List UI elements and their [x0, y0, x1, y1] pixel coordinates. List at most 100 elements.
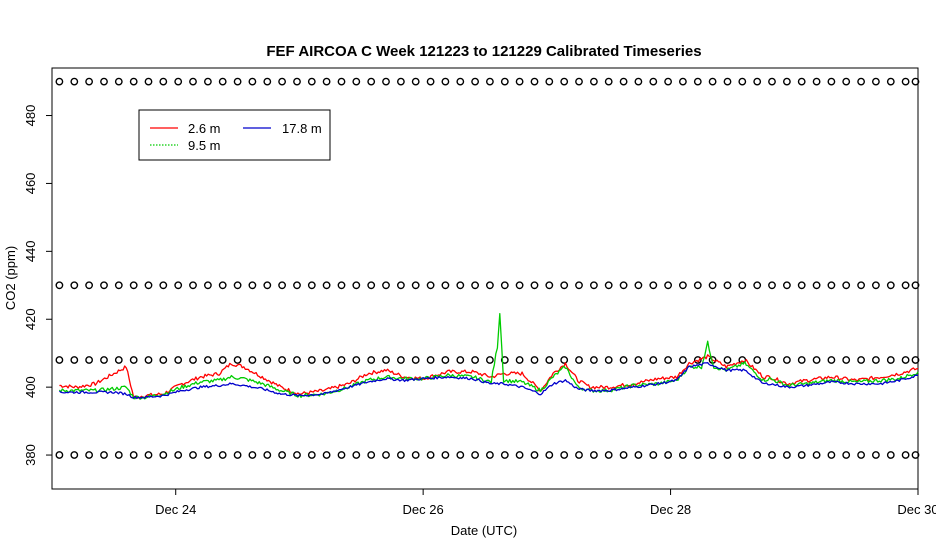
- series-line-17-8-m: [59, 362, 919, 400]
- flag-point: [812, 77, 821, 86]
- flag-point: [515, 77, 524, 86]
- flag-point: [263, 281, 272, 290]
- flag-point: [114, 77, 123, 86]
- flag-point: [144, 451, 153, 459]
- flag-point: [664, 281, 672, 290]
- flag-point: [322, 356, 331, 364]
- flag-point: [70, 281, 79, 290]
- flag-point: [322, 77, 331, 86]
- flag-point: [812, 356, 821, 364]
- flag-point: [278, 77, 286, 86]
- flag-point: [85, 356, 94, 364]
- flag-point: [382, 356, 390, 364]
- flag-point: [575, 281, 583, 290]
- flag-point: [307, 356, 316, 364]
- flag-point: [530, 451, 539, 459]
- flag-point: [471, 451, 479, 459]
- flag-point: [664, 77, 672, 86]
- flag-point: [144, 281, 153, 290]
- flag-point: [426, 281, 435, 290]
- flag-point: [471, 356, 479, 364]
- flag-point: [679, 451, 687, 459]
- flag-point: [411, 451, 420, 459]
- flag-point: [872, 281, 880, 290]
- flag-point: [872, 356, 880, 364]
- flag-point: [203, 356, 212, 364]
- flag-point: [85, 281, 94, 290]
- flag-point: [367, 77, 376, 86]
- series-line-9-5-m: [58, 313, 919, 400]
- flag-point: [485, 281, 494, 290]
- flag-point: [604, 77, 613, 86]
- flag-point: [218, 77, 227, 86]
- flag-point: [515, 356, 524, 364]
- flag-point: [560, 451, 569, 459]
- flag-point: [664, 356, 672, 364]
- flag-point: [189, 77, 197, 86]
- legend-label-17-8m: 17.8 m: [282, 121, 322, 136]
- flag-point: [901, 356, 910, 364]
- flag-point: [753, 451, 762, 459]
- flag-point: [367, 356, 376, 364]
- plot-frame: [51, 67, 919, 490]
- flag-point: [857, 281, 865, 290]
- flag-point: [307, 77, 316, 86]
- flag-point: [114, 356, 123, 364]
- flag-point: [619, 77, 628, 86]
- flag-point: [590, 356, 598, 364]
- flag-point: [886, 451, 895, 459]
- flag-point: [144, 356, 153, 364]
- flag-point: [278, 451, 286, 459]
- flag-point: [545, 356, 554, 364]
- legend-box: [138, 109, 331, 161]
- flag-point: [189, 451, 197, 459]
- flag-point: [129, 77, 138, 86]
- flag-point: [679, 77, 687, 86]
- flag-point: [619, 451, 628, 459]
- flag-point: [545, 281, 554, 290]
- flag-point: [783, 451, 791, 459]
- flag-point: [753, 356, 762, 364]
- flag-point: [367, 281, 376, 290]
- flag-point: [693, 77, 702, 86]
- flag-point: [500, 451, 509, 459]
- flag-point: [857, 451, 865, 459]
- flag-point: [768, 281, 776, 290]
- flag-point: [886, 281, 895, 290]
- flag-point: [827, 356, 836, 364]
- flag-point: [590, 451, 598, 459]
- flag-point: [70, 77, 79, 86]
- flag-point: [189, 356, 197, 364]
- flag-point: [560, 281, 569, 290]
- flag-point: [396, 281, 405, 290]
- legend: 2.6 m 9.5 m 17.8 m: [138, 109, 331, 161]
- flag-point: [233, 281, 242, 290]
- flag-point: [649, 281, 658, 290]
- flag-point: [604, 281, 613, 290]
- flag-point: [263, 356, 272, 364]
- flag-point: [842, 451, 851, 459]
- flag-point: [872, 451, 880, 459]
- y-tick-label: 400: [23, 376, 38, 398]
- flag-point: [575, 77, 583, 86]
- flag-point: [797, 356, 806, 364]
- x-tick-label: Dec 26: [403, 502, 444, 517]
- flag-point: [114, 451, 123, 459]
- flag-point: [263, 451, 272, 459]
- x-tick-label: Dec 24: [155, 502, 196, 517]
- flag-point: [530, 356, 539, 364]
- flag-point: [337, 281, 346, 290]
- flag-point: [575, 356, 583, 364]
- flag-point: [738, 281, 747, 290]
- flag-point: [174, 451, 183, 459]
- flag-point: [352, 77, 361, 86]
- flag-point: [500, 77, 509, 86]
- flag-point: [723, 356, 732, 364]
- flag-point: [159, 77, 168, 86]
- flag-point: [233, 77, 242, 86]
- flag-point: [426, 356, 435, 364]
- flag-point: [649, 77, 658, 86]
- flag-point: [604, 451, 613, 459]
- flag-point: [441, 451, 450, 459]
- flag-point: [619, 356, 628, 364]
